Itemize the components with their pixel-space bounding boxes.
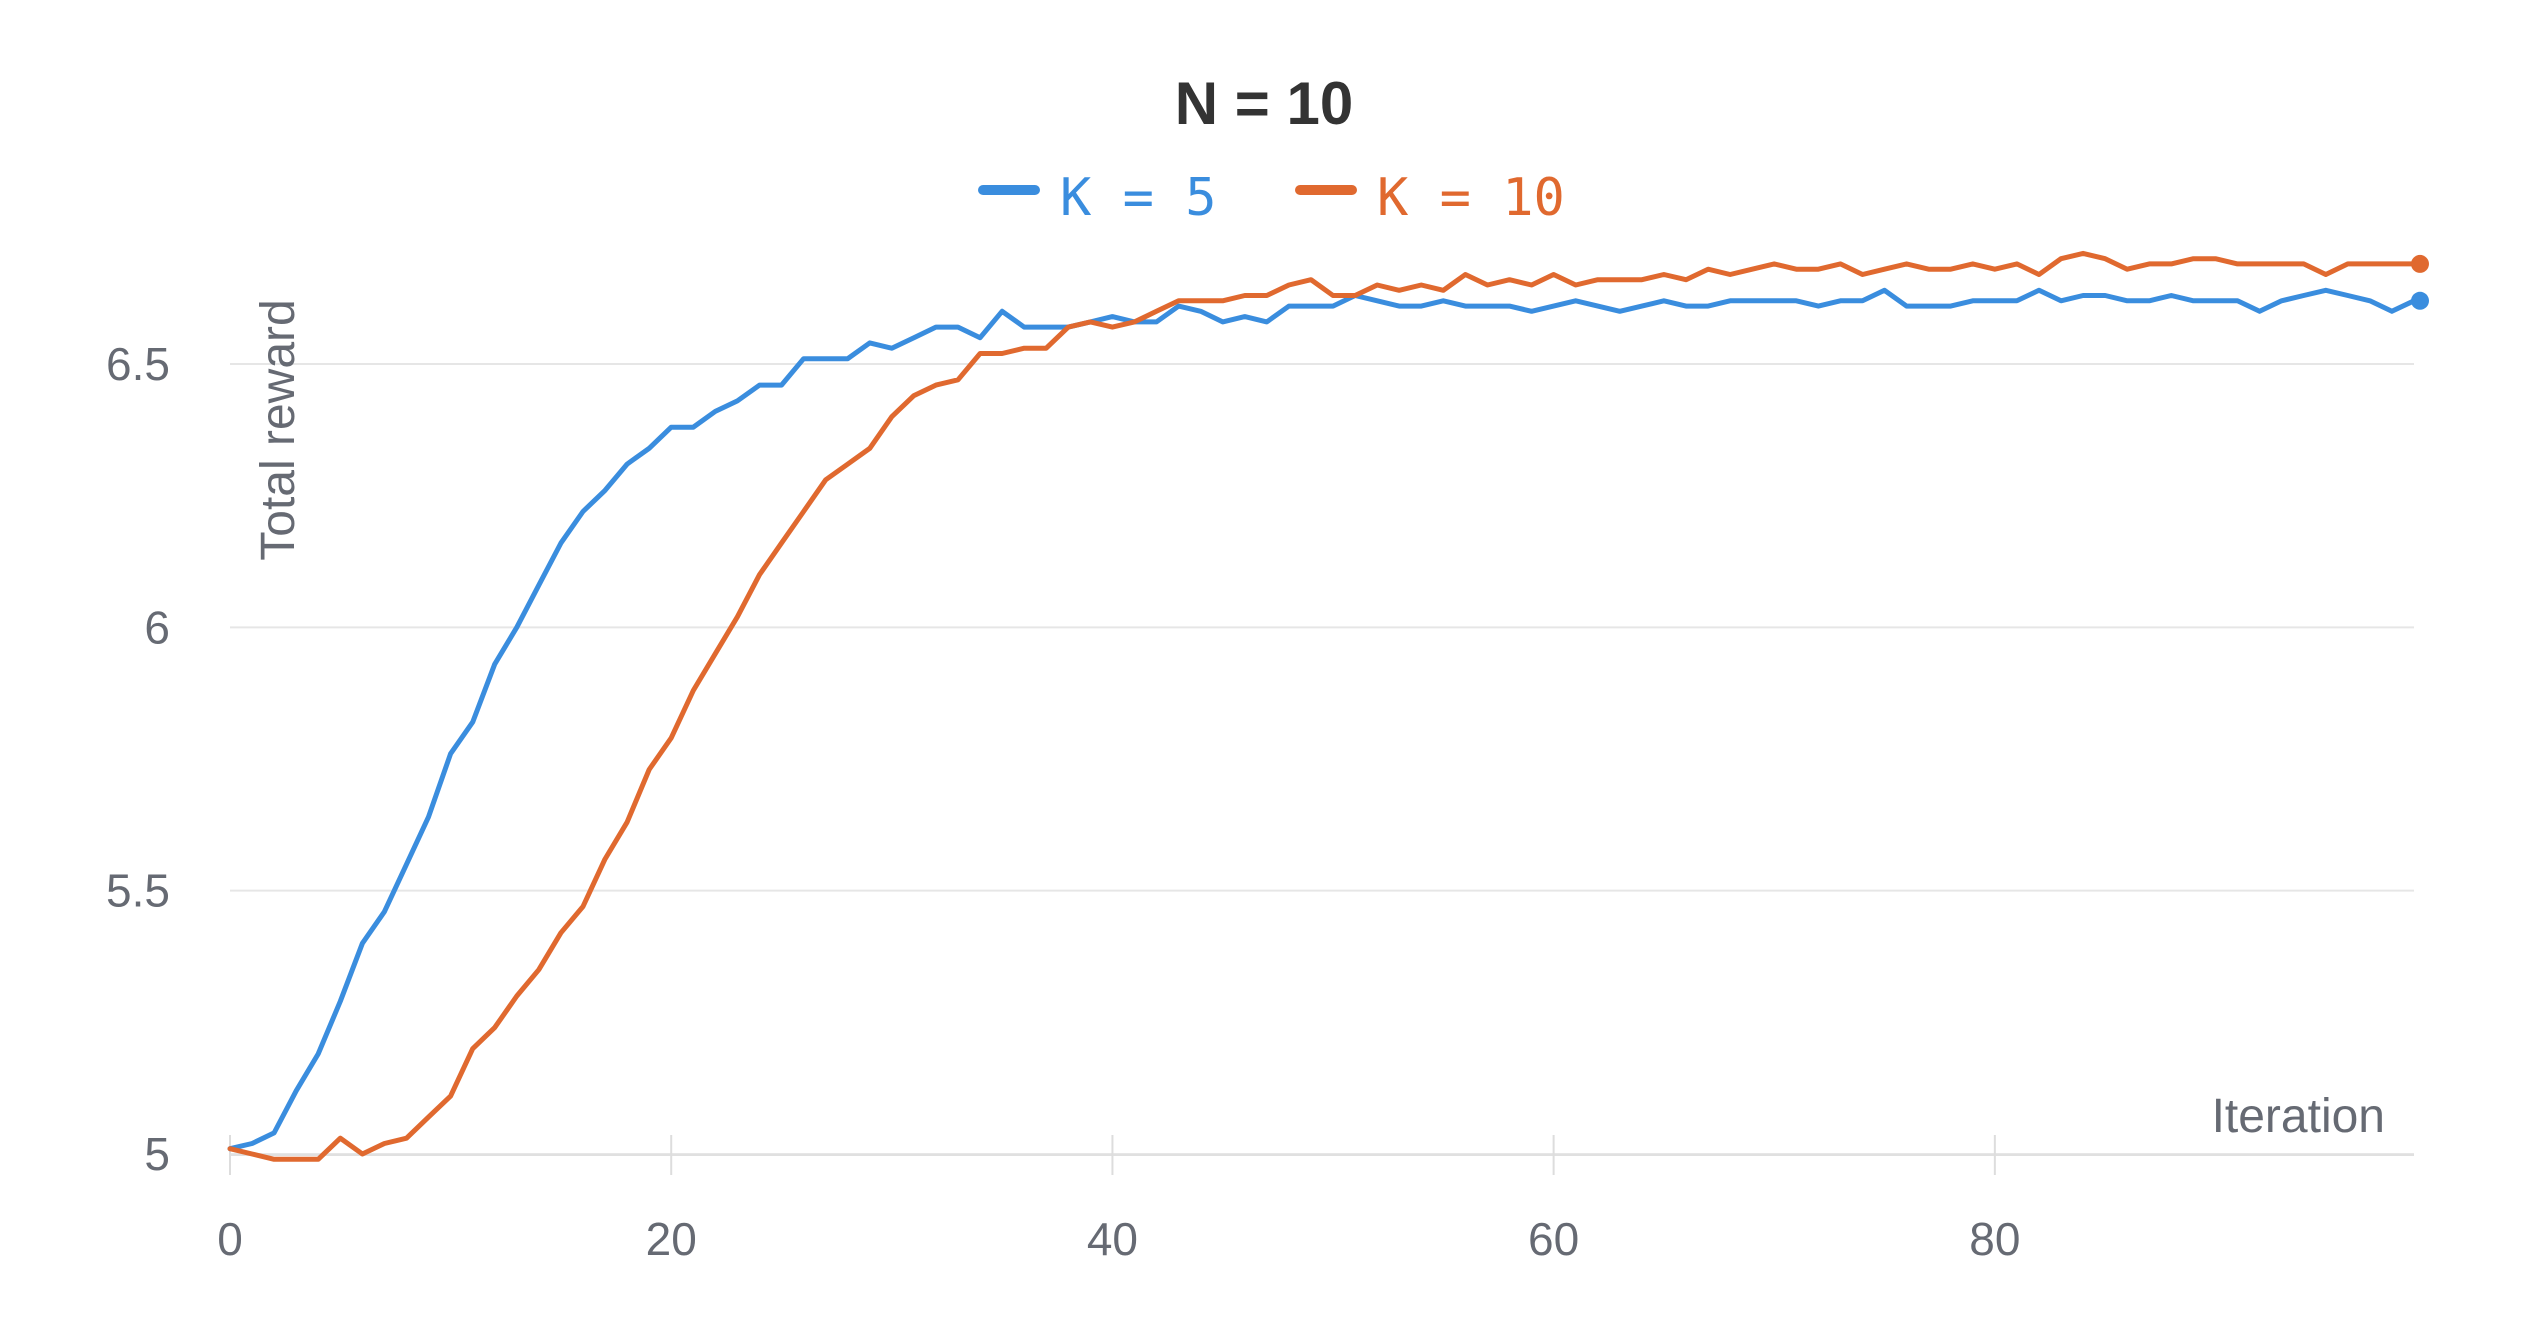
x-tick-label: 20 [646,1213,697,1265]
x-tick-label: 80 [1969,1213,2020,1265]
y-tick-label: 5.5 [106,865,170,917]
series-end-point-k10 [2411,254,2429,273]
series-line-k5[interactable] [227,287,2417,1152]
legend-item-k10[interactable]: K = 10 [1295,168,1565,228]
y-tick-label: 6 [144,601,170,653]
x-tick-label: 60 [1528,1213,1579,1265]
x-axis-label: Iteration [2212,1090,2385,1143]
series-layer [227,250,2429,1162]
x-tick-label: 0 [217,1213,243,1265]
x-axis: 0 20 40 60 80 [217,1135,2414,1265]
series-line-k10[interactable] [227,250,2417,1162]
legend-label-k10: K = 10 [1377,168,1565,228]
grid [230,363,2414,1155]
series-end-point-k5 [2411,291,2429,310]
legend-item-k5[interactable]: K = 5 [978,168,1217,228]
y-axis: 5 5.5 6 6.5 [106,338,170,1180]
x-tick-label: 40 [1087,1213,1138,1265]
legend: K = 5 K = 10 [978,168,1565,228]
y-tick-label: 6.5 [106,338,170,390]
y-tick-label: 5 [144,1128,170,1180]
legend-label-k5: K = 5 [1060,168,1217,228]
y-axis-label: Total reward [252,299,305,560]
chart-title: N = 10 [1175,70,1353,137]
